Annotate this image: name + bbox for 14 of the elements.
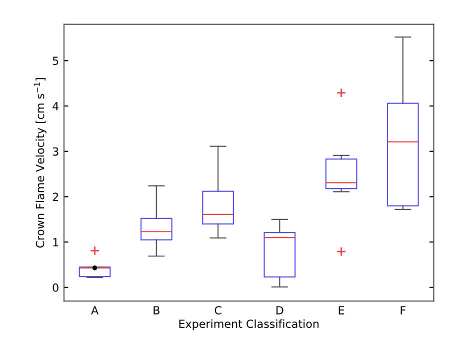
x-tick-label: B — [154, 306, 160, 314]
x-tick-label: C — [214, 306, 222, 314]
y-tick-label: 0 — [52, 283, 58, 292]
x-tick-label: F — [400, 306, 406, 314]
y-tick-label: 5 — [52, 56, 58, 66]
x-tick-label: D — [276, 306, 284, 314]
x-axis-title: Experiment Classification — [179, 319, 319, 330]
y-tick-label: 4 — [52, 102, 59, 110]
x-tick-label: A — [91, 306, 99, 314]
y-tick-label: 1 — [53, 238, 58, 246]
y-axis-title: Crown Flame Velocity [cm s$^{−1}$] — [34, 78, 46, 248]
x-tick-label: E — [338, 306, 344, 314]
y-tick-label: 2 — [52, 192, 58, 201]
y-tick-label: 3 — [52, 147, 58, 156]
